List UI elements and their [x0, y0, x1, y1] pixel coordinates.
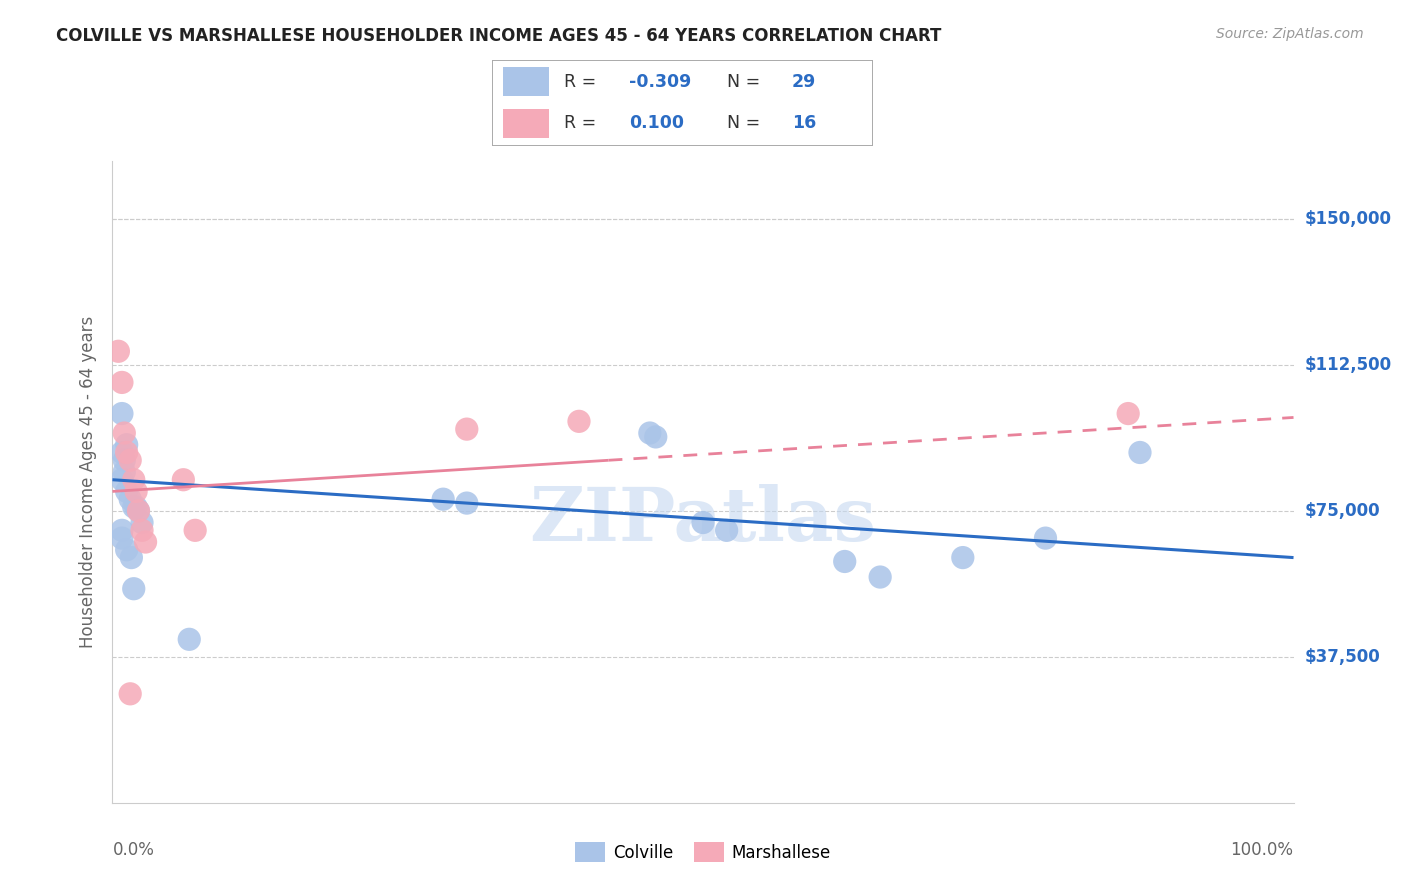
Point	[1129, 445, 1152, 459]
Point	[125, 500, 148, 514]
Point	[127, 504, 149, 518]
Text: 0.0%: 0.0%	[112, 841, 155, 859]
Text: COLVILLE VS MARSHALLESE HOUSEHOLDER INCOME AGES 45 - 64 YEARS CORRELATION CHART: COLVILLE VS MARSHALLESE HOUSEHOLDER INCO…	[56, 27, 942, 45]
Point	[692, 516, 714, 530]
Text: Source: ZipAtlas.com: Source: ZipAtlas.com	[1216, 27, 1364, 41]
Text: $112,500: $112,500	[1305, 356, 1392, 374]
Point	[131, 516, 153, 530]
Point	[122, 473, 145, 487]
Text: N =: N =	[727, 73, 761, 91]
Point	[107, 344, 129, 359]
Point	[111, 407, 134, 421]
Point	[568, 414, 591, 428]
Point	[184, 524, 207, 538]
Point	[120, 453, 142, 467]
Point	[112, 425, 135, 440]
Point	[111, 531, 134, 545]
Point	[456, 496, 478, 510]
Point	[638, 425, 661, 440]
Point	[120, 687, 142, 701]
Point	[869, 570, 891, 584]
Point	[135, 535, 157, 549]
Text: ZIPatlas: ZIPatlas	[530, 483, 876, 557]
Point	[111, 445, 134, 459]
FancyBboxPatch shape	[503, 109, 548, 137]
Point	[115, 484, 138, 499]
Point	[122, 582, 145, 596]
Point	[125, 484, 148, 499]
Point	[115, 542, 138, 557]
FancyBboxPatch shape	[503, 68, 548, 96]
Text: 29: 29	[792, 73, 817, 91]
Point	[111, 376, 134, 390]
Point	[112, 465, 135, 479]
Point	[1116, 407, 1139, 421]
Legend: Colville, Marshallese: Colville, Marshallese	[568, 836, 838, 868]
Point	[115, 445, 138, 459]
Point	[131, 524, 153, 538]
Text: R =: R =	[564, 114, 596, 132]
Point	[172, 473, 194, 487]
Point	[127, 504, 149, 518]
Point	[644, 430, 666, 444]
Text: -0.309: -0.309	[628, 73, 690, 91]
Text: $37,500: $37,500	[1305, 648, 1381, 665]
Point	[1035, 531, 1057, 545]
Text: 16: 16	[792, 114, 817, 132]
Point	[952, 550, 974, 565]
Point	[111, 524, 134, 538]
Point	[432, 492, 454, 507]
Point	[120, 550, 142, 565]
Text: $75,000: $75,000	[1305, 502, 1381, 520]
Point	[716, 524, 738, 538]
Point	[834, 554, 856, 568]
Text: 0.100: 0.100	[628, 114, 683, 132]
Y-axis label: Householder Income Ages 45 - 64 years: Householder Income Ages 45 - 64 years	[79, 316, 97, 648]
Point	[456, 422, 478, 436]
Text: $150,000: $150,000	[1305, 210, 1392, 228]
Point	[122, 500, 145, 514]
Point	[179, 632, 201, 647]
Point	[112, 453, 135, 467]
Text: R =: R =	[564, 73, 596, 91]
Point	[120, 492, 142, 507]
Text: N =: N =	[727, 114, 761, 132]
Text: 100.0%: 100.0%	[1230, 841, 1294, 859]
Point	[115, 438, 138, 452]
Point	[111, 473, 134, 487]
